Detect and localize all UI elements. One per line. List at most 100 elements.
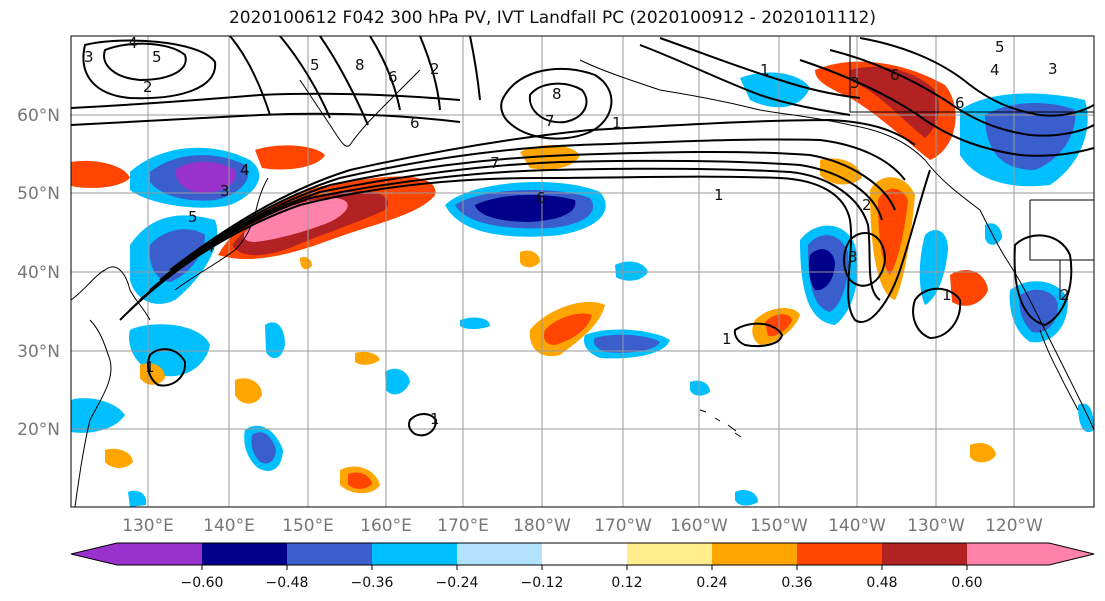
contour-circle-sub-a <box>733 322 784 348</box>
contour-label: 5 <box>310 56 320 74</box>
pv-negative-region-baja <box>919 230 948 305</box>
colorbar-segment-3 <box>372 543 457 565</box>
pv-positive-region-east-pacific <box>820 158 862 185</box>
coastline-kamchatka <box>299 69 421 147</box>
colorbar-segment-4 <box>457 543 542 565</box>
colorbar-tick-label: 0.12 <box>611 575 642 591</box>
colorbar-segment-1 <box>202 543 287 565</box>
map-frame <box>70 35 1095 508</box>
contour-label: 3 <box>84 48 94 66</box>
lon-label: 180°W <box>513 516 571 536</box>
contour-label: 5 <box>188 208 198 226</box>
hawaii-islands <box>699 409 742 438</box>
pv-negative-region-aleutian <box>740 72 810 108</box>
lon-label: 160°E <box>360 516 412 536</box>
coastline-alaska <box>579 59 981 211</box>
pv-positive-region-small-g <box>105 448 133 468</box>
colorbar-tick-label: 0.48 <box>866 575 897 591</box>
lat-label: 40°N <box>17 263 60 283</box>
lon-label: 170°W <box>594 516 652 536</box>
pv-positive-region-small-i <box>140 363 165 385</box>
contour-label: 1 <box>714 186 724 204</box>
pv-negative-region-korea-core <box>149 229 205 282</box>
pv-positive-region-offshore <box>950 270 988 306</box>
lon-label: 120°W <box>985 516 1043 536</box>
contour-label: 2 <box>862 196 872 214</box>
contour-label: 1 <box>942 286 952 304</box>
colorbar-outline <box>70 542 1095 566</box>
pv-negative-region-small-d <box>460 317 490 329</box>
pv-strong-negative-region-tropics-b <box>251 432 276 464</box>
contour-jet-3 <box>139 159 883 301</box>
contour-ridge-2 <box>829 49 1094 137</box>
pv-min-negative-region-japan-sea <box>175 161 236 193</box>
lat-label: 60°N <box>17 106 60 126</box>
lon-label: 130°E <box>122 516 174 536</box>
contour-label: 4 <box>240 161 250 179</box>
colorbar-tick-label: 0.36 <box>781 575 812 591</box>
contour-nw-2 <box>369 36 481 111</box>
contour-label: 5 <box>152 48 162 66</box>
pv-positive-region-small-e <box>235 378 262 404</box>
contour-ridge-3 <box>799 59 1094 157</box>
contour-north-3 <box>639 44 851 116</box>
contour-label: 6 <box>410 114 420 132</box>
lon-label: 140°E <box>203 516 255 536</box>
longitude-labels: 130°E 140°E 150°E 160°E 170°E 180°W 170°… <box>122 516 1043 536</box>
pv-positive-region-small-l <box>300 256 312 270</box>
pv-negative-region-small-b <box>385 368 410 395</box>
contour-label: 3 <box>848 248 858 266</box>
pv-strong-negative-region-california <box>1019 289 1058 333</box>
lon-label: 130°W <box>907 516 965 536</box>
colorbar-segment-8 <box>797 543 882 565</box>
pv-positive-region-subtropical-a-core <box>543 313 592 345</box>
contour-circle-west-outer <box>82 39 217 100</box>
contour-label: 7 <box>490 154 500 172</box>
contour-label: 6 <box>536 189 546 207</box>
colorbar-segment-7 <box>712 543 797 565</box>
colorbar-tick-label: −0.24 <box>436 575 479 591</box>
lat-label: 30°N <box>17 342 60 362</box>
lat-label: 20°N <box>17 420 60 440</box>
coastline-north-america-west <box>979 209 1094 431</box>
contour-label: 7 <box>545 112 555 130</box>
lon-label: 160°W <box>670 516 728 536</box>
contour-north-4 <box>659 37 861 99</box>
pv-max-positive-region <box>243 198 348 242</box>
contour-label: 8 <box>552 85 562 103</box>
colorbar-segment-6 <box>627 543 712 565</box>
contour-circle-east-a <box>1013 234 1073 327</box>
pv-positive-region-small-h <box>970 443 996 463</box>
colorbar-tick-label: −0.12 <box>521 575 564 591</box>
lon-label: 150°W <box>750 516 808 536</box>
pv-min-negative-region-dateline <box>475 194 576 222</box>
contour-jet-6 <box>169 118 916 271</box>
colorbar-tick-label: 0.24 <box>696 575 727 591</box>
contour-label-layer: 4 5 3 2 5 8 6 2 6 8 7 7 1 6 3 4 5 4 1 3 … <box>84 34 1070 428</box>
pv-strong-negative-region-subtropical-b <box>593 334 660 353</box>
colorbar-tick-label: 0.60 <box>951 575 982 591</box>
contour-label: 1 <box>722 330 732 348</box>
coastlines <box>71 36 1094 507</box>
colorbar-segment-2 <box>287 543 372 565</box>
contour-label: 3 <box>1048 60 1058 78</box>
pv-min-negative-region-trough <box>808 249 835 291</box>
contour-label: 6 <box>388 68 398 86</box>
contour-label: 4 <box>990 61 1000 79</box>
colorbar-tick-label: −0.48 <box>266 575 309 591</box>
contour-north-2 <box>71 112 461 126</box>
state-boundaries <box>1029 199 1094 300</box>
pv-positive-region-small-f-core <box>348 472 372 489</box>
colorbar-ticks <box>201 565 968 570</box>
pv-negative-region-small-p <box>1078 403 1094 433</box>
pv-negative-region-tropics-west <box>71 398 125 433</box>
contour-circle-bering <box>500 67 613 140</box>
colorbar-segment-5 <box>542 543 627 565</box>
contour-label: 2 <box>430 60 440 78</box>
colorbar-tick-label: −0.60 <box>181 575 224 591</box>
colorbar: −0.60 −0.48 −0.36 −0.24 −0.12 0.12 0.24 … <box>70 542 1095 591</box>
contour-label: 3 <box>850 74 860 92</box>
contour-label: 5 <box>995 38 1005 56</box>
contour-label: 4 <box>205 238 215 256</box>
